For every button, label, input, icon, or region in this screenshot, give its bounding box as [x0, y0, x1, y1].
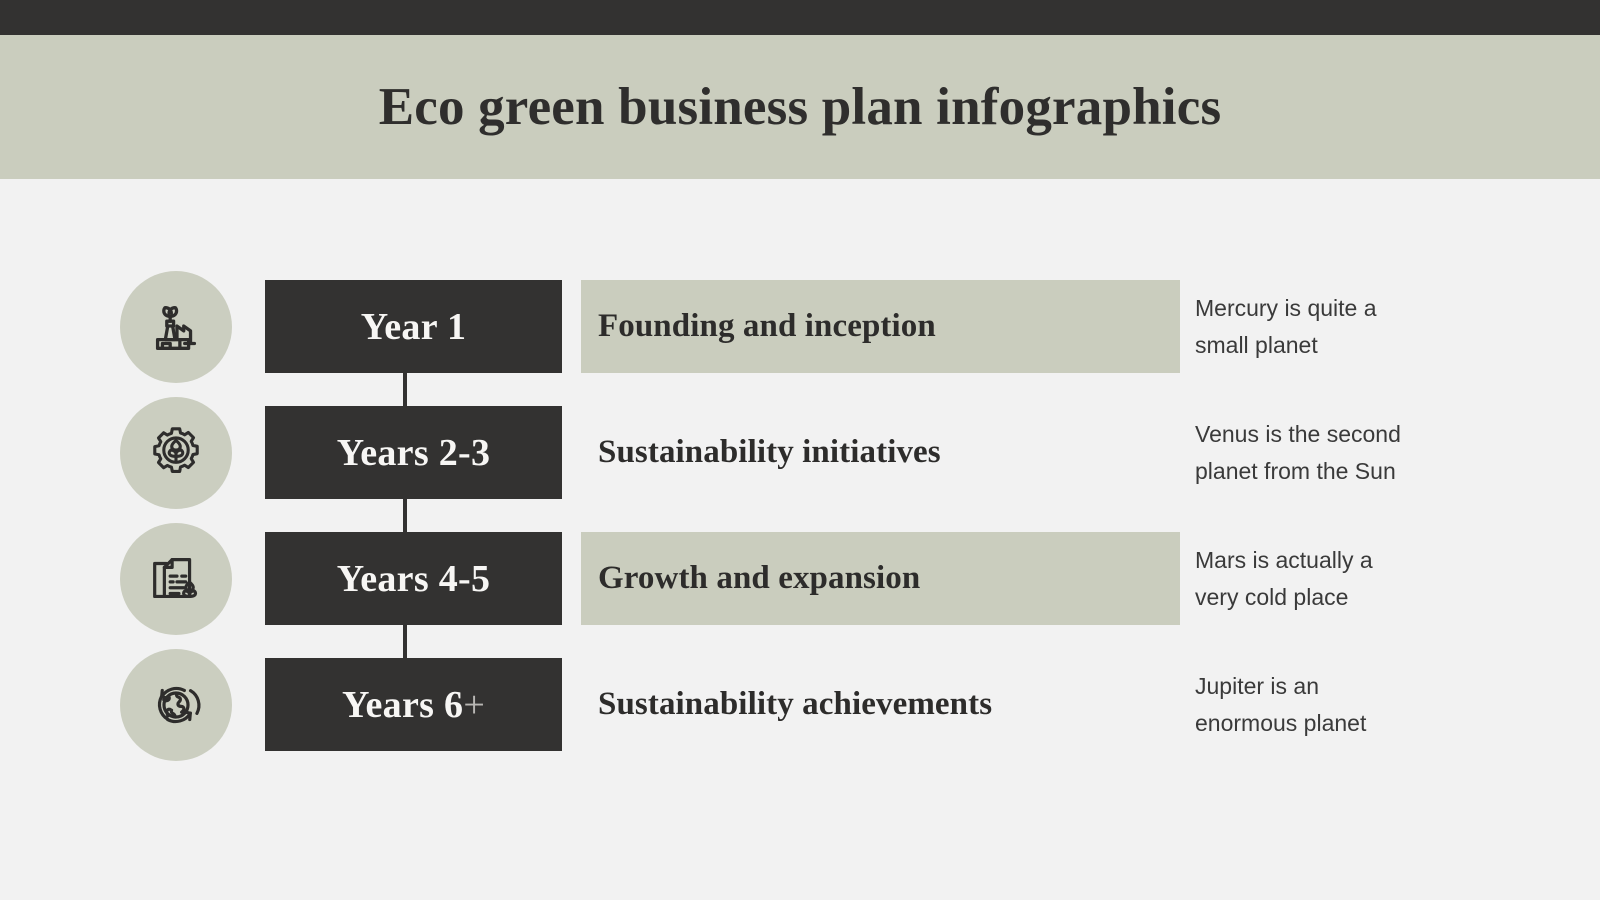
year-label: Years 2-3	[336, 431, 491, 474]
description-line-1: Mars is actually a	[1195, 546, 1373, 573]
description-line-1: Jupiter is an	[1195, 672, 1320, 699]
milestone-label: Founding and inception	[598, 308, 936, 344]
title-band	[0, 35, 1600, 179]
globe-recycle-icon	[120, 649, 232, 761]
milestone-label-box[interactable]: Sustainability achievements	[581, 658, 1180, 751]
milestone-label: Sustainability achievements	[598, 686, 993, 722]
eco-factory-icon	[120, 271, 232, 383]
timeline-row: Year 1 Founding and inception Mercury is…	[0, 271, 1600, 383]
milestone-label: Growth and expansion	[598, 560, 921, 596]
milestone-label: Sustainability initiatives	[598, 434, 941, 470]
milestone-label-box[interactable]: Sustainability initiatives	[581, 406, 1180, 499]
timeline-row: Years 4-5 Growth and expansion Mars is a…	[0, 523, 1600, 635]
year-label: Year 1	[360, 305, 467, 348]
timeline-connector	[403, 499, 407, 532]
timeline-connector	[403, 625, 407, 658]
milestone-description: Venus is the second planet from the Sun	[1195, 406, 1515, 499]
year-box[interactable]: Years 2-3	[265, 406, 562, 499]
description-line-2: enormous planet	[1195, 709, 1367, 736]
timeline-row: Years 2-3 Sustainability initiatives Ven…	[0, 397, 1600, 509]
description-line-1: Mercury is quite a	[1195, 294, 1377, 321]
milestone-description: Jupiter is an enormous planet	[1195, 658, 1515, 751]
description-line-1: Venus is the second	[1195, 420, 1401, 447]
page-title: Eco green business plan infographics	[378, 78, 1222, 136]
top-accent-bar	[0, 0, 1600, 35]
description-line-2: planet from the Sun	[1195, 457, 1396, 484]
year-box[interactable]: Year 1	[265, 280, 562, 373]
year-label: Years 4-5	[336, 557, 491, 600]
milestone-label-box[interactable]: Growth and expansion	[581, 532, 1180, 625]
timeline-row: Years 6+ Sustainability achievements Jup…	[0, 649, 1600, 761]
year-box[interactable]: Years 6+	[265, 658, 562, 751]
milestone-description: Mars is actually a very cold place	[1195, 532, 1515, 625]
year-label: Years 6+	[341, 683, 486, 726]
timeline-connector	[403, 373, 407, 406]
description-line-2: small planet	[1195, 331, 1318, 358]
milestone-description: Mercury is quite a small planet	[1195, 280, 1515, 373]
year-box[interactable]: Years 4-5	[265, 532, 562, 625]
document-leaf-icon	[120, 523, 232, 635]
milestone-label-box[interactable]: Founding and inception	[581, 280, 1180, 373]
gear-plant-icon	[120, 397, 232, 509]
description-line-2: very cold place	[1195, 583, 1349, 610]
